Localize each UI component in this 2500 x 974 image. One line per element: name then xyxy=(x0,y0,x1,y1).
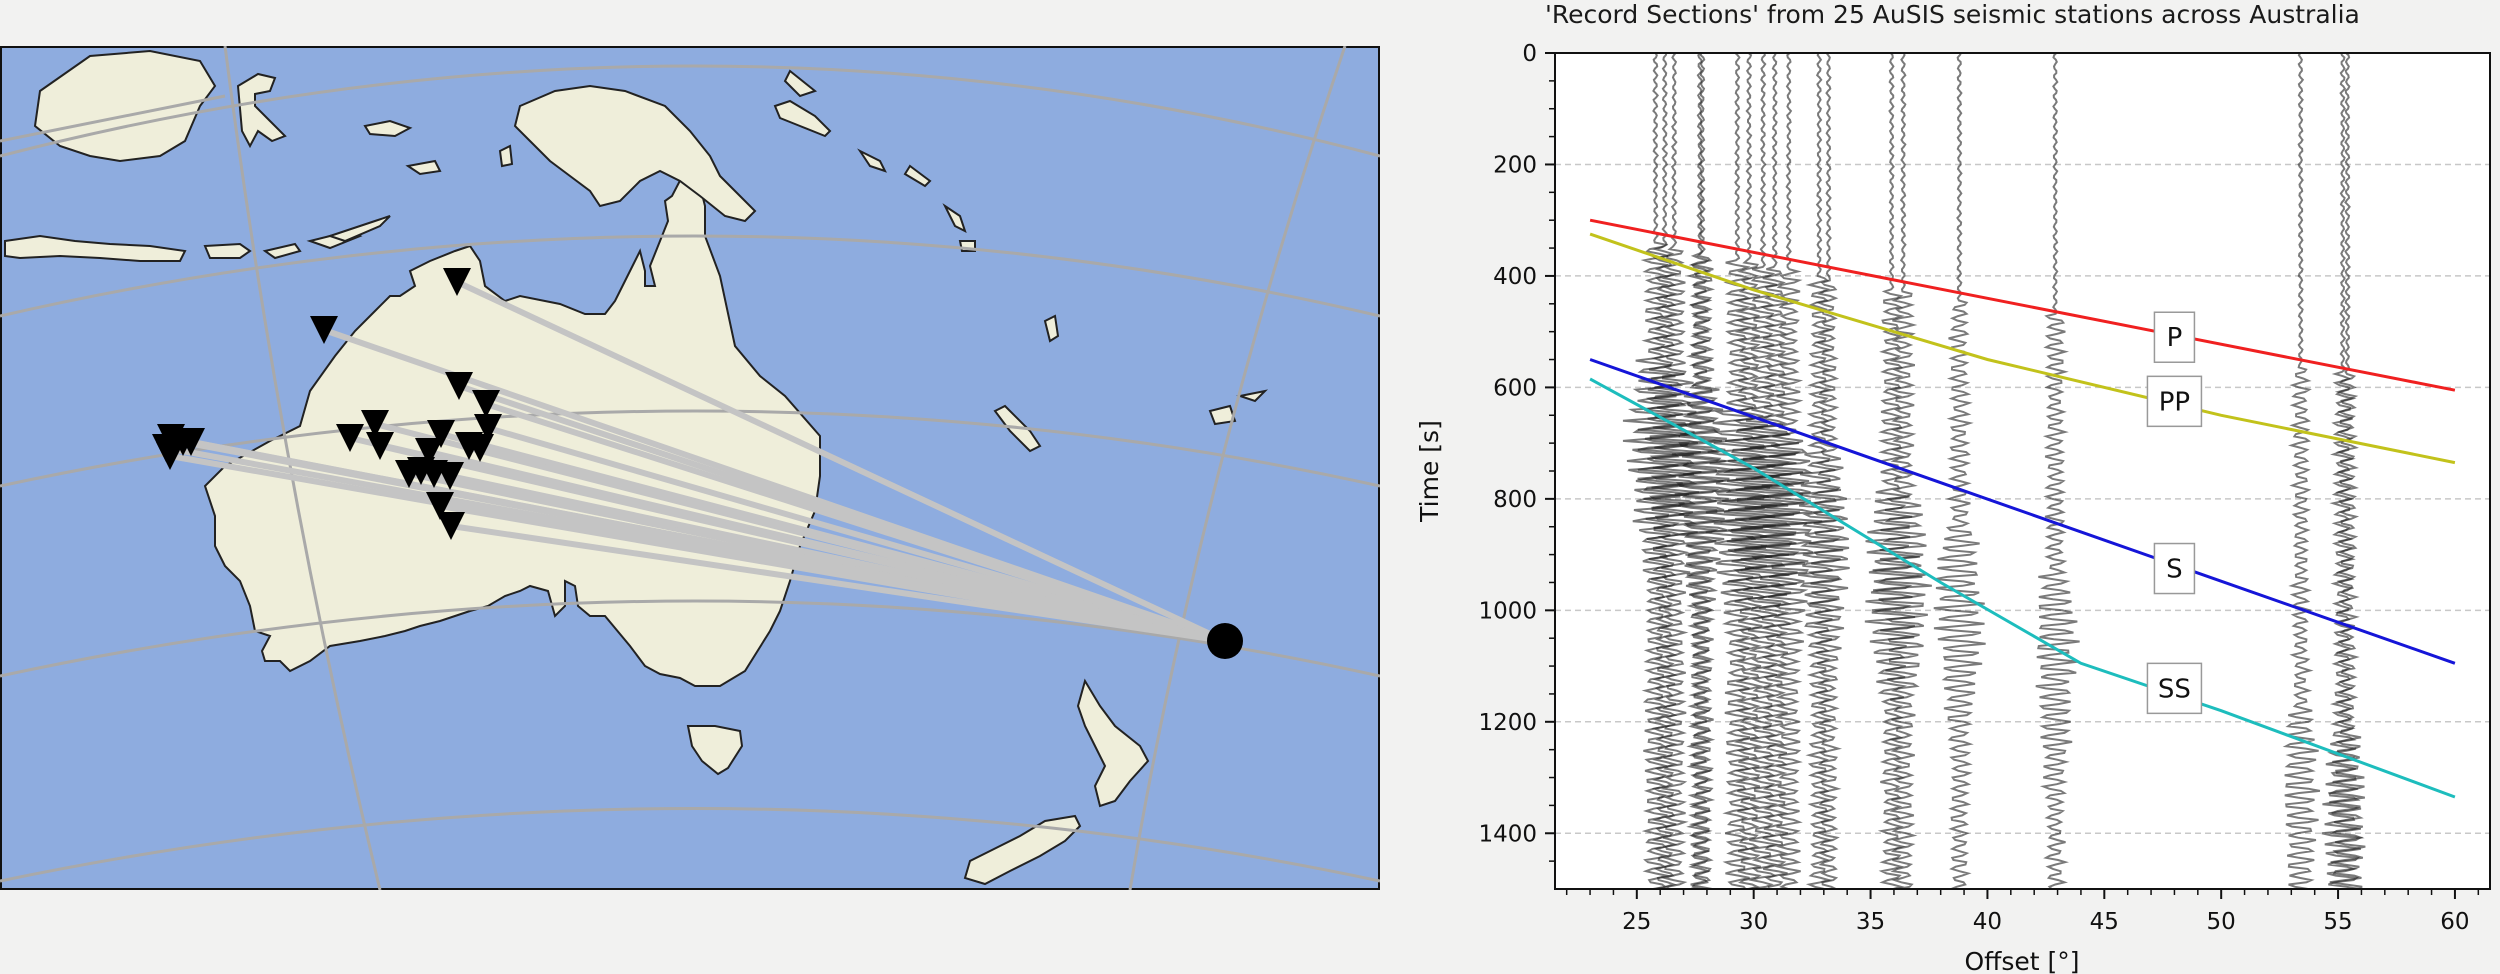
maluku-3 xyxy=(498,144,514,168)
station-marker xyxy=(472,390,500,418)
x-tick-label: 30 xyxy=(1739,909,1768,935)
new-britain xyxy=(773,99,832,138)
tasmania xyxy=(686,725,744,776)
phase-label-s: S xyxy=(2166,555,2183,585)
phase-curve-ss xyxy=(1589,377,2456,799)
phase-curve-pp xyxy=(1589,232,2456,465)
x-axis-ticks: 25 30 35 40 45 50 55 60 xyxy=(1565,889,2480,935)
seismogram-trace xyxy=(1759,52,1823,890)
maluku-1 xyxy=(363,119,413,138)
nz-north-island xyxy=(1076,678,1150,808)
seismogram-trace xyxy=(1871,52,1932,890)
timor xyxy=(326,215,391,243)
ray-path xyxy=(450,523,1226,644)
x-axis-label: Offset [°] xyxy=(1964,947,2079,974)
chart-title: 'Record Sections' from 25 AuSIS seismic … xyxy=(1545,0,2360,29)
y-tick-label: 0 xyxy=(1522,41,1537,67)
station-marker xyxy=(336,424,364,452)
y-tick-label: 1000 xyxy=(1478,598,1537,624)
java xyxy=(4,234,187,262)
phase-label-box xyxy=(2153,311,2196,363)
station-marker xyxy=(366,432,394,460)
station-marker xyxy=(415,438,443,466)
sulawesi xyxy=(236,72,287,149)
station-map xyxy=(0,46,1380,890)
seismogram-traces xyxy=(1622,52,2366,890)
vanuatu xyxy=(1043,314,1060,343)
station-marker xyxy=(156,442,184,470)
y-axis-label: Time [s] xyxy=(1415,420,1444,523)
ray-path xyxy=(485,401,1226,644)
seismogram-trace xyxy=(2328,52,2366,890)
station-marker xyxy=(169,428,197,456)
phase-label-box xyxy=(2146,375,2203,428)
y-tick-label: 1400 xyxy=(1478,821,1537,847)
solomon-1 xyxy=(857,148,887,173)
ray-path xyxy=(374,421,1226,644)
x-tick-label: 55 xyxy=(2323,909,2352,935)
ray-path xyxy=(182,439,1226,644)
phase-label-pp: PP xyxy=(2159,387,2190,417)
seismogram-trace xyxy=(1648,52,1702,890)
station-markers xyxy=(152,268,502,540)
phase-label-box xyxy=(2153,542,2196,595)
maluku-2 xyxy=(405,159,442,176)
y-axis-ticks: 0 200 400 600 800 1000 1200 1400 xyxy=(1478,41,1555,862)
station-marker xyxy=(436,462,464,490)
borneo xyxy=(33,49,217,163)
phase-curve-s xyxy=(1589,358,2456,665)
map-canvas xyxy=(0,46,1380,890)
station-marker xyxy=(443,268,471,296)
phase-curve-p xyxy=(1589,218,2456,392)
solomon-3 xyxy=(942,203,967,233)
station-marker xyxy=(427,420,455,448)
seismogram-trace xyxy=(1864,52,1923,890)
seismogram-trace xyxy=(1637,52,1695,890)
event-epicenter-marker xyxy=(1207,623,1243,659)
station-marker xyxy=(310,316,338,344)
x-tick-label: 50 xyxy=(2207,909,2236,935)
station-marker xyxy=(445,372,473,400)
station-marker xyxy=(466,434,494,462)
y-tick-label: 800 xyxy=(1493,487,1537,513)
seismogram-trace xyxy=(2035,52,2080,890)
y-tick-label: 600 xyxy=(1493,375,1537,401)
seismogram-trace xyxy=(1671,52,1734,890)
fiji xyxy=(1208,389,1269,426)
seismogram-trace xyxy=(1807,52,1850,890)
solomon-2 xyxy=(903,164,932,188)
seismogram-trace xyxy=(1622,52,1688,890)
station-marker xyxy=(474,414,502,442)
station-marker xyxy=(361,410,389,438)
seismogram-trace xyxy=(1728,52,1804,890)
phase-label-box xyxy=(2146,662,2203,715)
seismogram-trace xyxy=(1933,52,1986,890)
lesser-sunda-1 xyxy=(203,242,252,259)
station-marker xyxy=(437,512,465,540)
x-tick-label: 35 xyxy=(1856,909,1885,935)
phase-label-ss: SS xyxy=(2158,674,2191,704)
seismogram-trace xyxy=(2282,52,2321,890)
x-tick-label: 25 xyxy=(1622,909,1651,935)
ray-path xyxy=(455,279,1227,644)
y-tick-label: 400 xyxy=(1493,264,1537,290)
nz-south-island xyxy=(963,814,1082,886)
phase-curves xyxy=(1589,218,2456,799)
ray-paths xyxy=(165,279,1227,644)
seismogram-trace xyxy=(1740,52,1808,890)
new-guinea xyxy=(513,84,757,223)
x-tick-label: 45 xyxy=(2090,909,2119,935)
lesser-sunda-2 xyxy=(262,242,302,260)
new-ireland xyxy=(783,69,818,98)
seismogram-trace xyxy=(1719,52,1780,890)
x-tick-label: 60 xyxy=(2440,909,2469,935)
x-tick-label: 40 xyxy=(1973,909,2002,935)
phase-label-p: P xyxy=(2167,323,2183,353)
y-tick-label: 200 xyxy=(1493,152,1537,178)
station-marker xyxy=(426,492,454,520)
y-tick-label: 1200 xyxy=(1478,710,1537,736)
